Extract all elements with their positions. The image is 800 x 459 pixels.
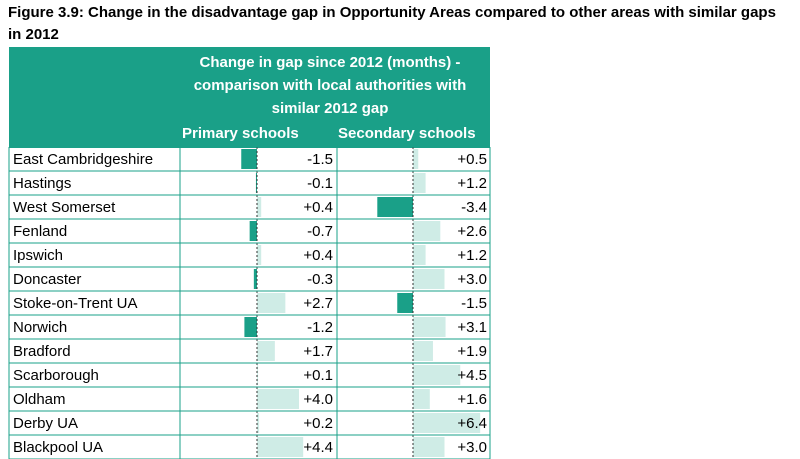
value-label-secondary-5: +3.0	[457, 271, 487, 288]
bar-secondary-8	[413, 341, 433, 361]
bar-secondary-10	[413, 389, 430, 409]
bar-primary-2	[257, 197, 262, 217]
bar-secondary-12	[413, 437, 445, 457]
bar-primary-7	[244, 317, 257, 337]
bar-primary-0	[241, 149, 257, 169]
value-label-primary-2: +0.4	[303, 199, 333, 216]
bar-primary-11	[257, 413, 260, 433]
bar-secondary-11	[413, 413, 481, 433]
value-label-primary-3: -0.7	[307, 223, 333, 240]
row-label-7: Norwich	[13, 319, 67, 336]
value-label-primary-5: -0.3	[307, 271, 333, 288]
value-label-secondary-2: -3.4	[461, 199, 487, 216]
value-label-primary-4: +0.4	[303, 247, 333, 264]
bar-primary-4	[257, 245, 262, 265]
bar-secondary-1	[413, 173, 426, 193]
value-label-secondary-3: +2.6	[457, 223, 487, 240]
table-header-text: Change in gap since 2012 (months) - comp…	[180, 51, 480, 120]
value-label-primary-6: +2.7	[303, 295, 333, 312]
row-label-8: Bradford	[13, 343, 71, 360]
table-header-band	[9, 47, 490, 148]
row-label-2: West Somerset	[13, 199, 116, 216]
row-label-1: Hastings	[13, 175, 71, 192]
figure-title: Figure 3.9: Change in the disadvantage g…	[8, 4, 776, 43]
value-label-primary-1: -0.1	[307, 175, 333, 192]
value-label-secondary-1: +1.2	[457, 175, 487, 192]
row-label-12: Blackpool UA	[13, 439, 103, 456]
value-label-primary-7: -1.2	[307, 319, 333, 336]
bar-secondary-5	[413, 269, 445, 289]
value-label-secondary-8: +1.9	[457, 343, 487, 360]
value-label-secondary-10: +1.6	[457, 391, 487, 408]
value-label-primary-0: -1.5	[307, 151, 333, 168]
bar-primary-5	[253, 269, 257, 289]
header-line-3: similar 2012 gap	[271, 100, 389, 117]
value-label-secondary-9: +4.5	[457, 367, 487, 384]
row-label-11: Derby UA	[13, 415, 78, 432]
row-label-4: Ipswich	[13, 247, 63, 264]
bar-secondary-3	[413, 221, 441, 241]
value-label-secondary-11: +6.4	[457, 415, 487, 432]
value-label-secondary-0: +0.5	[457, 151, 487, 168]
row-label-0: East Cambridgeshire	[13, 151, 153, 168]
value-label-secondary-7: +3.1	[457, 319, 487, 336]
header-line-1: Change in gap since 2012 (months) -	[199, 54, 461, 71]
value-label-primary-12: +4.4	[303, 439, 333, 456]
bar-primary-3	[249, 221, 257, 241]
bar-secondary-9	[413, 365, 461, 385]
bar-primary-9	[257, 365, 259, 385]
value-label-secondary-4: +1.2	[457, 247, 487, 264]
row-label-3: Fenland	[13, 223, 67, 240]
row-label-6: Stoke-on-Trent UA	[13, 295, 138, 312]
bar-secondary-6	[397, 293, 413, 313]
header-line-2: comparison with local authorities with	[193, 77, 467, 94]
value-label-primary-10: +4.0	[303, 391, 333, 408]
bar-primary-1	[255, 173, 257, 193]
row-label-5: Doncaster	[13, 271, 81, 288]
bar-secondary-0	[413, 149, 419, 169]
column-header-secondary: Secondary schools	[338, 125, 476, 142]
value-label-secondary-6: -1.5	[461, 295, 487, 312]
value-label-primary-8: +1.7	[303, 343, 333, 360]
row-label-9: Scarborough	[13, 367, 99, 384]
row-label-10: Oldham	[13, 391, 66, 408]
value-label-secondary-12: +3.0	[457, 439, 487, 456]
value-label-primary-9: +0.1	[303, 367, 333, 384]
bar-primary-8	[257, 341, 275, 361]
bar-secondary-4	[413, 245, 426, 265]
bar-primary-12	[257, 437, 304, 457]
bar-secondary-2	[377, 197, 413, 217]
column-header-primary: Primary schools	[182, 125, 299, 142]
bar-secondary-7	[413, 317, 446, 337]
value-label-primary-11: +0.2	[303, 415, 333, 432]
bar-primary-6	[257, 293, 286, 313]
bar-primary-10	[257, 389, 299, 409]
